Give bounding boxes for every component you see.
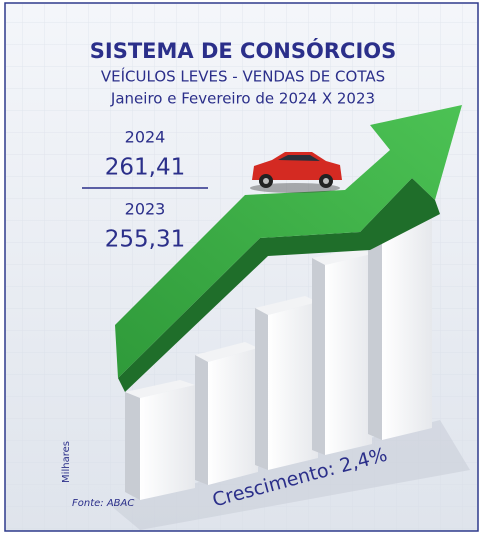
bar-top bbox=[312, 248, 372, 265]
bar-front bbox=[382, 216, 432, 440]
arrow-body bbox=[115, 105, 462, 378]
bar-front bbox=[325, 254, 372, 455]
bar-front bbox=[268, 302, 318, 470]
car-body bbox=[252, 152, 342, 180]
title: SISTEMA DE CONSÓRCIOS bbox=[90, 38, 396, 63]
arrow bbox=[115, 105, 462, 392]
year-previous: 2023 bbox=[125, 200, 166, 219]
unit: Milhares bbox=[61, 441, 72, 483]
bar-top bbox=[125, 380, 195, 398]
bar-side bbox=[125, 392, 140, 500]
value-previous: 255,31 bbox=[105, 227, 185, 253]
bar-side bbox=[368, 220, 382, 440]
car-hub bbox=[263, 178, 269, 184]
bar-side bbox=[312, 258, 325, 455]
period: Janeiro e Fevereiro de 2024 X 2023 bbox=[110, 90, 375, 108]
year-current: 2024 bbox=[125, 128, 166, 147]
car bbox=[250, 152, 342, 193]
bar-top bbox=[195, 342, 258, 362]
bar-side bbox=[255, 308, 268, 470]
bars bbox=[125, 210, 432, 500]
bar-front bbox=[140, 385, 195, 500]
subtitle: VEÍCULOS LEVES - VENDAS DE COTAS bbox=[101, 67, 385, 86]
car-window bbox=[278, 155, 320, 161]
bar-top bbox=[255, 296, 318, 315]
bar-front bbox=[208, 348, 258, 485]
arrow-side bbox=[118, 178, 440, 392]
bar-side bbox=[195, 355, 208, 485]
value-current: 261,41 bbox=[105, 155, 185, 181]
car-hub bbox=[323, 178, 329, 184]
source: Fonte: ABAC bbox=[72, 498, 134, 509]
car-shadow bbox=[250, 183, 340, 193]
floor-shadow bbox=[110, 420, 470, 530]
